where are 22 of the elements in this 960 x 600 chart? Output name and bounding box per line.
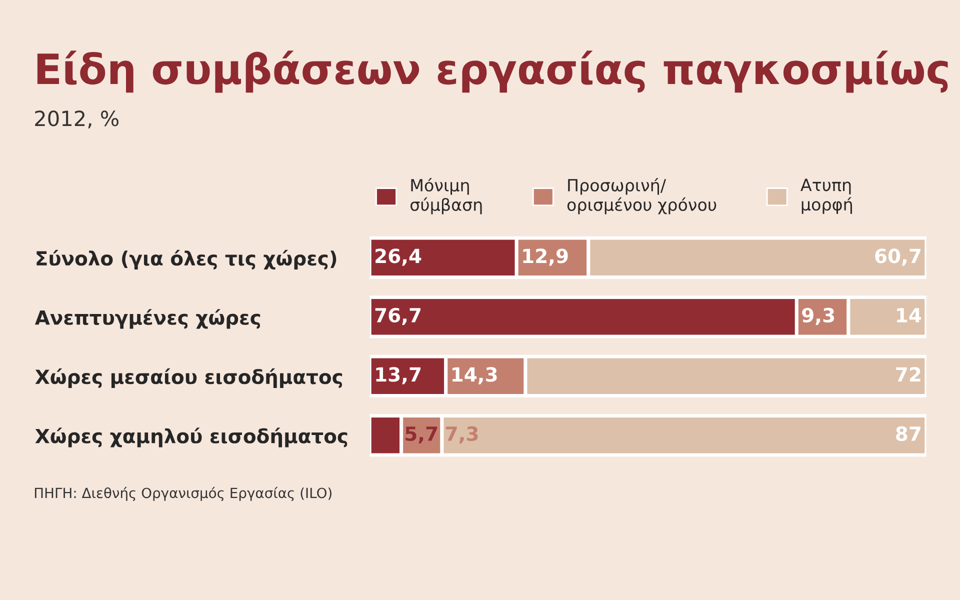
data-label: 76,7	[375, 308, 420, 325]
data-label: 7,3	[446, 426, 478, 444]
data-label: 9,3	[802, 308, 834, 325]
data-label: 72	[896, 367, 920, 382]
y-tick-label: Χώρες χαμηλού εισοδήματος	[35, 428, 348, 448]
legend-label: Ατυπη μορφή	[800, 178, 852, 214]
y-tick-label: Χώρες μεσαίου εισοδήματος	[35, 368, 342, 388]
text: 2012, %	[35, 110, 119, 128]
data-label: 14	[897, 308, 922, 322]
chart-title: Είδη συμβάσεων εργασίας παγκοσμίως	[37, 50, 948, 93]
legend-label: Προσωρινή/ ορισμένου χρόνου	[567, 178, 716, 214]
y-tick-label: Ανεπτυγμένες χώρες	[34, 309, 260, 329]
data-label: 5,7	[406, 426, 438, 444]
data-label: 26,4	[376, 248, 422, 266]
data-label: 87	[896, 426, 920, 442]
data-label: 60,7	[875, 248, 920, 266]
data-label: 12,9	[523, 248, 568, 266]
data-label: 14,3	[452, 367, 497, 384]
y-tick-label: Σύνολο (για όλες τις χώρες)	[36, 250, 336, 270]
legend-label: Μόνιμη σύμβαση	[410, 178, 482, 214]
data-label: 13,7	[376, 367, 420, 384]
text: ΠΗΓΗ: Διεθνής Οργανισμός Εργασίας (ILO)	[34, 486, 332, 501]
